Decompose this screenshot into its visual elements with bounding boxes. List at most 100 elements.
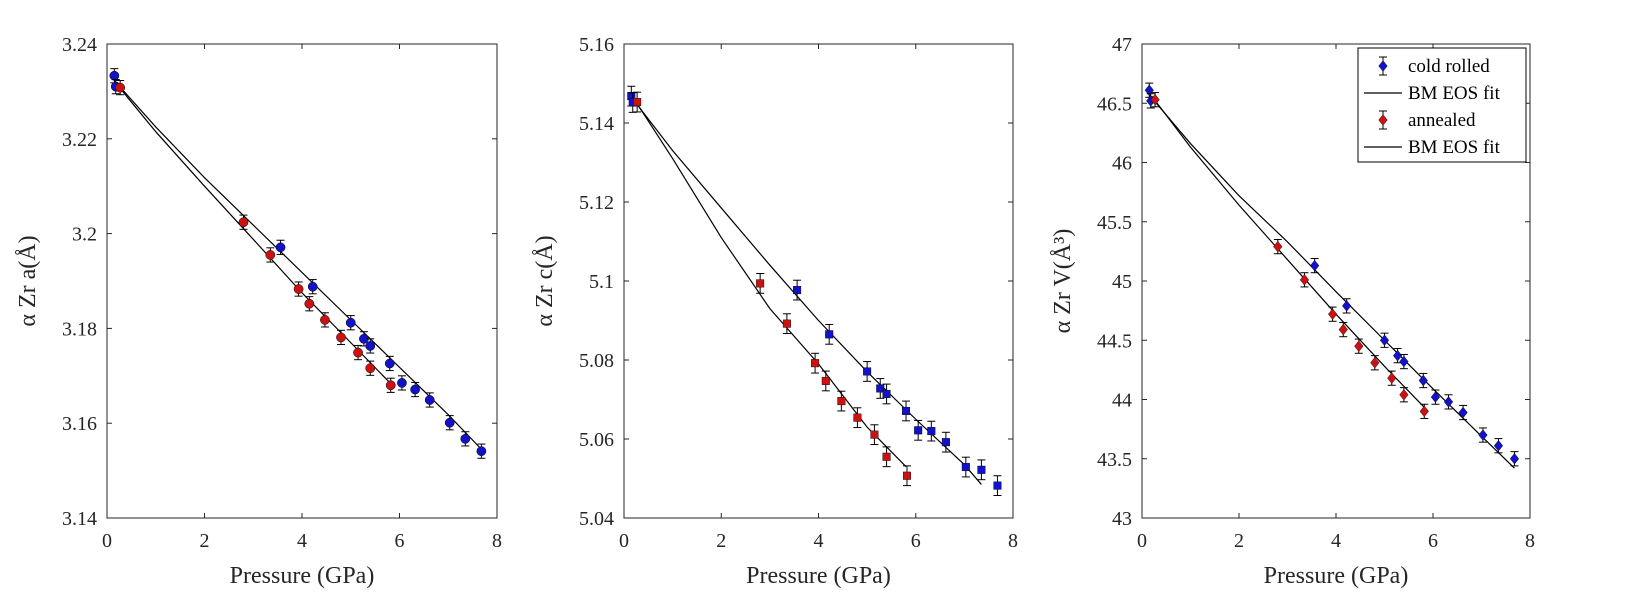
data-point: [365, 363, 376, 374]
series-annealed: [633, 91, 911, 487]
data-point: [902, 471, 911, 480]
y-tick-label: 44: [1112, 390, 1132, 412]
data-point: [1338, 323, 1348, 336]
y-tick-label: 3.24: [62, 34, 97, 56]
data-point: [1299, 274, 1310, 286]
data-point: [410, 384, 420, 395]
x-tick-label: 0: [102, 530, 112, 552]
data-point: [1443, 396, 1454, 408]
data-point: [1430, 391, 1441, 403]
x-tick-label: 8: [1525, 530, 1535, 552]
legend-marker: [1378, 114, 1388, 126]
panel-unit-cell-volume: 0 2 4 6 84343.54444.54545.54646.547Pressure …: [1050, 34, 1535, 589]
bm-eos-fit-line: [1148, 94, 1515, 469]
bm-eos-fit-line: [116, 83, 396, 389]
axes-box: [623, 43, 1014, 519]
data-point: [385, 380, 396, 391]
data-point: [961, 463, 970, 472]
y-tick-label: 47: [1112, 34, 1132, 56]
data-point: [1399, 389, 1409, 401]
data-point: [365, 341, 376, 351]
data-point: [293, 284, 304, 294]
data-point: [1458, 406, 1468, 419]
y-tick-label: 5.16: [579, 34, 614, 56]
data-point: [476, 446, 487, 457]
data-point: [1354, 340, 1364, 352]
data-point: [853, 413, 862, 422]
legend-label: cold rolled: [1408, 56, 1490, 77]
data-point: [238, 217, 249, 228]
y-tick-label: 5.1: [589, 271, 614, 293]
data-point: [1399, 355, 1409, 368]
y-axis-label: α Zr c(Å): [532, 235, 558, 326]
data-point: [336, 332, 346, 343]
x-axis-label: Pressure (GPa): [746, 563, 891, 589]
data-point: [1387, 372, 1397, 384]
data-point: [1273, 240, 1283, 253]
x-tick-label: 8: [1008, 530, 1018, 552]
data-point: [1419, 405, 1429, 418]
series-annealed: [115, 79, 396, 393]
data-point: [1418, 374, 1428, 387]
bm-eos-fit-line: [113, 80, 482, 450]
legend-marker: [1378, 60, 1388, 72]
x-tick-label: 8: [492, 530, 502, 552]
y-tick-label: 5.12: [579, 192, 614, 214]
x-tick-label: 4: [297, 530, 307, 552]
axes-box: [106, 43, 498, 519]
data-point: [353, 347, 363, 358]
data-point: [1328, 308, 1338, 320]
y-tick-label: 3.16: [62, 413, 97, 435]
x-tick-label: 6: [911, 530, 921, 552]
x-tick-label: 6: [395, 530, 405, 552]
data-point: [793, 286, 802, 295]
x-tick-label: 2: [716, 530, 726, 552]
data-point: [821, 376, 830, 385]
x-axis-label: Pressure (GPa): [230, 563, 375, 589]
y-tick-label: 46: [1112, 153, 1132, 175]
bm-eos-fit-line: [633, 98, 907, 468]
y-tick-label: 45: [1112, 271, 1132, 293]
data-point: [977, 465, 986, 474]
data-point: [424, 395, 435, 405]
legend-label: BM EOS fit: [1408, 83, 1501, 104]
series-annealed: [1150, 92, 1429, 419]
y-tick-label: 44.5: [1097, 330, 1132, 352]
bm-eos-fit-line: [633, 99, 982, 485]
y-axis-label: α Zr V(Å³): [1050, 229, 1076, 334]
y-tick-label: 3.18: [62, 318, 97, 340]
x-tick-label: 2: [200, 530, 210, 552]
data-point: [993, 481, 1002, 490]
y-tick-label: 3.22: [62, 129, 97, 151]
data-point: [460, 433, 471, 444]
x-tick-label: 4: [1331, 530, 1341, 552]
data-point: [384, 358, 395, 369]
data-point: [1310, 259, 1320, 272]
y-tick-label: 5.14: [579, 113, 614, 135]
data-point: [345, 317, 356, 328]
y-tick-label: 43.5: [1097, 449, 1132, 471]
y-tick-label: 43: [1112, 508, 1132, 530]
data-point: [811, 359, 820, 368]
data-point: [876, 384, 885, 393]
data-point: [320, 315, 330, 325]
data-point: [1342, 300, 1352, 312]
data-point: [902, 406, 911, 415]
legend: cold rolled BM EOS fit annealed BM EOS fit: [1357, 47, 1527, 163]
data-point: [307, 281, 318, 292]
data-point: [265, 250, 276, 260]
x-tick-label: 6: [1428, 530, 1438, 552]
y-tick-label: 3.2: [72, 224, 97, 246]
data-point: [882, 452, 891, 461]
x-tick-label: 0: [1137, 530, 1147, 552]
data-point: [115, 82, 126, 93]
series-cold-rolled: [109, 68, 487, 459]
data-point: [1478, 429, 1488, 441]
data-point: [782, 319, 791, 328]
y-tick-label: 45.5: [1097, 212, 1132, 234]
x-tick-label: 2: [1234, 530, 1244, 552]
data-point: [1150, 93, 1160, 106]
y-tick-label: 5.06: [579, 429, 614, 451]
data-point: [1370, 357, 1380, 369]
